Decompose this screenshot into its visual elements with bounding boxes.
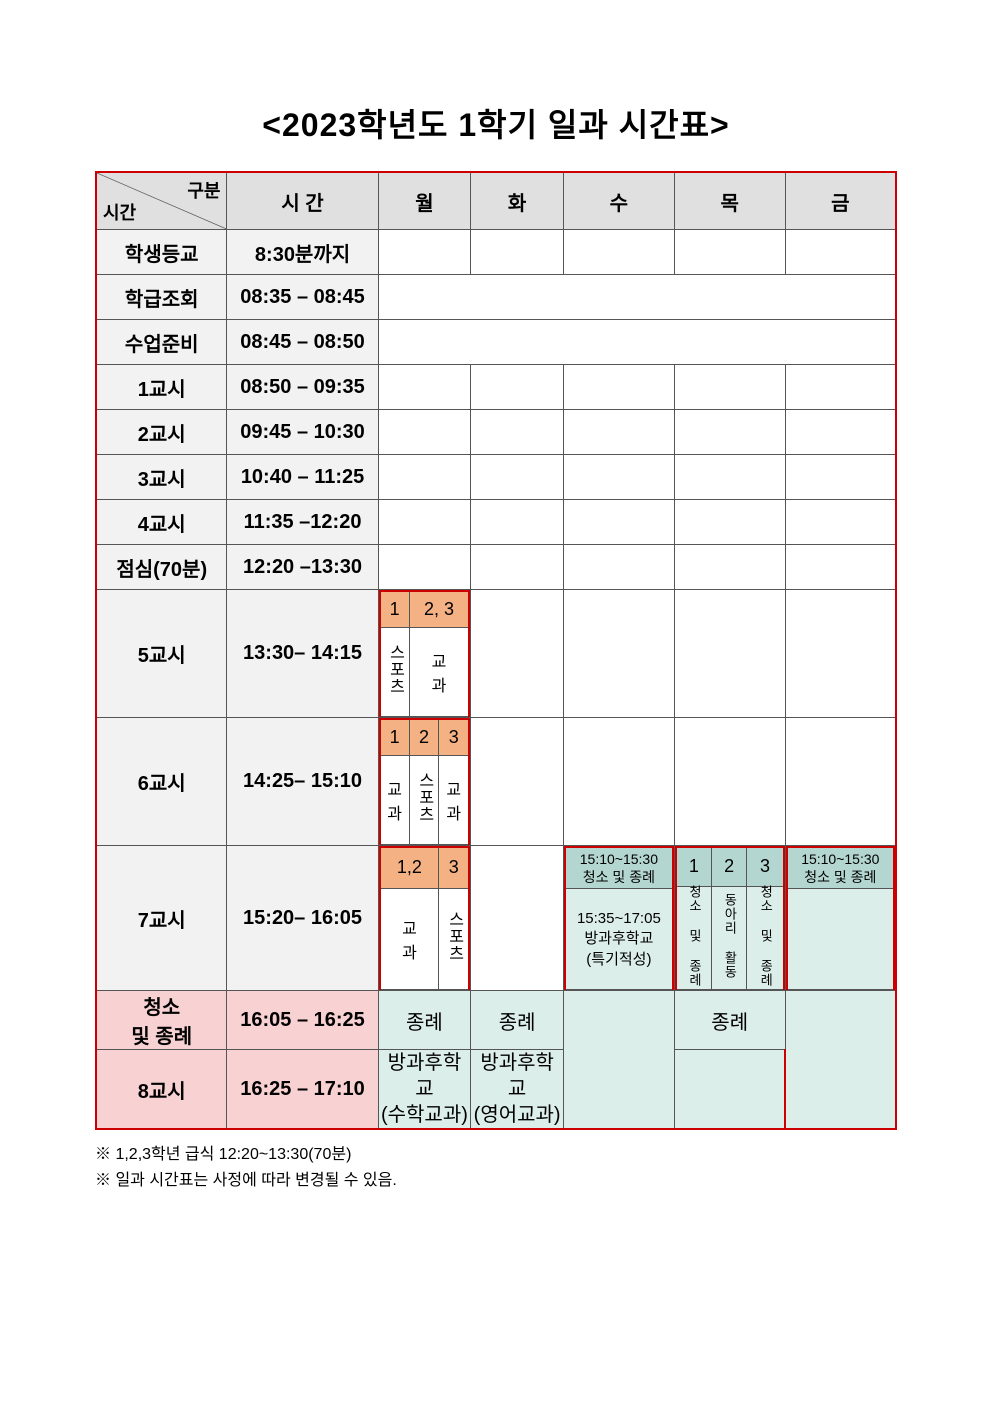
tue-12: 종례 [471, 991, 564, 1050]
cell [471, 230, 564, 275]
mon5-b1: 스포츠 [380, 627, 410, 716]
row-time: 16:05 – 16:25 [227, 991, 378, 1050]
row-label: 수업준비 [96, 320, 227, 365]
cell [674, 230, 785, 275]
mon7-h2: 3 [439, 847, 470, 888]
row-label: 점심(70분) [96, 545, 227, 590]
row-label: 4교시 [96, 500, 227, 545]
wed-12 [563, 991, 674, 1130]
fri7-top: 15:10~15:30 청소 및 종례 [787, 847, 894, 889]
header-diagonal: 구분 시간 [96, 172, 227, 230]
thu7-b1: 청소 및 종례 [676, 886, 712, 989]
thu7-b2: 동아리 활동 [711, 886, 747, 989]
row-label: 1교시 [96, 365, 227, 410]
row-label: 5교시 [96, 590, 227, 718]
row-time: 11:35 –12:20 [227, 500, 378, 545]
wed7-bot: 15:35~17:05 방과후학교 (특기적성) [565, 889, 673, 990]
row-label: 6교시 [96, 718, 227, 846]
thu-13 [674, 1050, 785, 1130]
mon6-b3: 교 과 [439, 755, 470, 844]
mon7-b1: 교 과 [380, 888, 439, 990]
note-1: ※ 1,2,3학년 급식 12:20~13:30(70분) [95, 1142, 897, 1168]
row-time: 15:20– 16:05 [227, 846, 378, 991]
fri7-bot [787, 889, 894, 990]
row-time: 13:30– 14:15 [227, 590, 378, 718]
fri-7: 15:10~15:30 청소 및 종례 [785, 846, 896, 991]
mon6-h1: 1 [380, 719, 410, 755]
mon-12: 종례 [378, 991, 471, 1050]
mon5-h2: 2, 3 [409, 591, 469, 627]
thu7-b3: 청소 및 종례 [747, 886, 784, 989]
row-time: 09:45 – 10:30 [227, 410, 378, 455]
row-time: 8:30분까지 [227, 230, 378, 275]
row-label: 3교시 [96, 455, 227, 500]
row-time: 14:25– 15:10 [227, 718, 378, 846]
row-label: 2교시 [96, 410, 227, 455]
row-time: 08:50 – 09:35 [227, 365, 378, 410]
note-2: ※ 일과 시간표는 사정에 따라 변경될 수 있음. [95, 1168, 897, 1194]
thu-12: 종례 [674, 991, 785, 1050]
row-time: 08:35 – 08:45 [227, 275, 378, 320]
row-label: 학생등교 [96, 230, 227, 275]
col-mon: 월 [378, 172, 471, 230]
mon5-b2: 교 과 [409, 627, 469, 716]
mon-7: 1,2 3 교 과 스포츠 [378, 846, 471, 991]
mon6-b1: 교 과 [380, 755, 410, 844]
tue-13: 방과후학교(영어교과) [471, 1050, 564, 1130]
wed7-top: 15:10~15:30 청소 및 종례 [565, 847, 673, 889]
col-thu: 목 [674, 172, 785, 230]
mon-13: 방과후학교(수학교과) [378, 1050, 471, 1130]
row-time: 16:25 – 17:10 [227, 1050, 378, 1130]
fri-12 [785, 991, 896, 1130]
row-label: 8교시 [96, 1050, 227, 1130]
mon5-h1: 1 [380, 591, 410, 627]
thu7-h3: 3 [747, 847, 784, 886]
thu-7: 1 2 3 청소 및 종례 동아리 활동 청소 및 종례 [674, 846, 785, 991]
mon-6: 1 2 3 교 과 스포츠 교 과 [378, 718, 471, 846]
wed-7: 15:10~15:30 청소 및 종례 15:35~17:05 방과후학교 (특… [563, 846, 674, 991]
row-label: 청소및 종례 [96, 991, 227, 1050]
mon7-b2: 스포츠 [439, 888, 470, 990]
row-label: 학급조회 [96, 275, 227, 320]
diag-top: 구분 [187, 177, 220, 203]
cell [378, 275, 896, 320]
col-wed: 수 [563, 172, 674, 230]
mon-5: 1 2, 3 스포츠 교 과 [378, 590, 471, 718]
page-title: <2023학년도 1학기 일과 시간표> [95, 100, 897, 146]
col-tue: 화 [471, 172, 564, 230]
col-fri: 금 [785, 172, 896, 230]
row-time: 08:45 – 08:50 [227, 320, 378, 365]
mon6-h2: 2 [409, 719, 439, 755]
cell [378, 320, 896, 365]
mon6-b2: 스포츠 [409, 755, 439, 844]
diag-bottom: 시간 [103, 199, 136, 225]
tue-7 [471, 846, 564, 991]
timetable: 구분 시간 시 간 월 화 수 목 금 학생등교 8:30분까지 학급조회 08… [95, 171, 897, 1130]
cell [378, 230, 471, 275]
cell [785, 230, 896, 275]
thu7-h1: 1 [676, 847, 712, 886]
row-label: 7교시 [96, 846, 227, 991]
row-time: 10:40 – 11:25 [227, 455, 378, 500]
mon6-h3: 3 [439, 719, 470, 755]
row-time: 12:20 –13:30 [227, 545, 378, 590]
footnotes: ※ 1,2,3학년 급식 12:20~13:30(70분) ※ 일과 시간표는 … [95, 1142, 897, 1193]
thu7-h2: 2 [711, 847, 747, 886]
cell [563, 230, 674, 275]
mon7-h1: 1,2 [380, 847, 439, 888]
col-time: 시 간 [227, 172, 378, 230]
